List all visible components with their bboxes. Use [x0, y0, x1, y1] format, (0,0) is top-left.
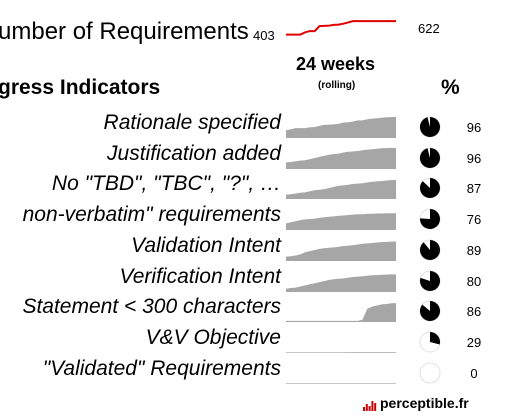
weeks-title: 24 weeks	[296, 54, 376, 74]
sparkline-area	[286, 273, 396, 292]
progress-pie	[419, 270, 441, 291]
indicator-sparkline	[286, 273, 396, 292]
sparkline-area	[286, 382, 396, 384]
indicator-value: 76	[466, 212, 482, 228]
pie-slice	[430, 331, 441, 345]
indicator-label: "Validated" Requirements	[42, 356, 281, 380]
brand-name: perceptible.fr	[380, 395, 469, 411]
indicator-value: 89	[466, 242, 482, 258]
indicator-value: 80	[466, 273, 482, 289]
indicator-label: No "TBD", "TBC", "?", …	[51, 172, 281, 196]
bar-chart-icon-bar	[371, 401, 374, 411]
start-count: 403	[253, 28, 275, 43]
indicator-label: Statement < 300 characters	[22, 295, 281, 319]
bar-chart-icon-bar	[374, 403, 377, 411]
indicator-value: 0	[470, 365, 478, 381]
indicator-sparkline	[286, 116, 396, 138]
progress-pie	[419, 116, 441, 138]
page-title: umber of Requirements	[0, 18, 249, 45]
trend-sparkline	[286, 20, 396, 36]
bar-chart-icon-bar	[368, 406, 371, 411]
bar-chart-icon-bar	[363, 407, 365, 411]
brand[interactable]: perceptible.fr	[363, 395, 469, 411]
percent-header: %	[441, 76, 460, 99]
indicator-sparkline	[286, 180, 396, 200]
pie-background	[419, 362, 441, 384]
progress-pie	[419, 300, 441, 322]
progress-pie	[419, 147, 441, 169]
indicator-label: Verification Intent	[119, 264, 281, 288]
bar-chart-icon-bar	[365, 404, 368, 411]
pie-slice	[419, 147, 440, 168]
pie-slice	[419, 178, 440, 199]
sparkline-area	[286, 147, 396, 169]
indicator-value: 29	[466, 334, 482, 350]
sparkline-area	[286, 116, 396, 138]
sparkline-area	[286, 352, 396, 353]
indicator-value: 87	[466, 181, 482, 197]
sparkline-area	[286, 303, 396, 323]
indicator-sparkline	[286, 213, 396, 231]
indicator-sparkline	[286, 147, 396, 169]
weeks-subtitle: (rolling)	[318, 80, 356, 91]
indicator-sparkline	[286, 382, 396, 384]
section-title: gress Indicators	[0, 76, 161, 99]
pie-slice	[419, 239, 440, 260]
pie-slice	[419, 301, 440, 322]
indicator-label: Rationale specified	[103, 111, 281, 134]
progress-pie	[419, 208, 441, 230]
pie-slice	[420, 209, 441, 230]
indicator-label: Validation Intent	[131, 233, 281, 257]
indicator-label: V&V Objective	[145, 325, 281, 349]
indicator-sparkline	[286, 352, 396, 353]
trend-line	[286, 20, 396, 36]
indicator-sparkline	[286, 303, 396, 323]
indicator-sparkline	[286, 241, 396, 261]
end-count: 622	[418, 21, 440, 36]
pie-slice	[420, 270, 441, 291]
indicator-label: non-verbatim" requirements	[22, 203, 281, 227]
progress-pie	[419, 239, 441, 261]
bar-chart-icon	[363, 401, 377, 411]
indicator-value: 96	[466, 120, 482, 135]
pie-slice	[419, 117, 440, 137]
indicator-label: Justification added	[107, 141, 281, 165]
sparkline-area	[286, 180, 396, 200]
indicator-value: 96	[466, 150, 482, 166]
progress-pie	[419, 177, 441, 199]
sparkline-area	[286, 241, 396, 261]
indicator-value: 86	[466, 304, 482, 320]
sparkline-area	[286, 213, 396, 231]
progress-pie	[419, 362, 441, 384]
progress-pie	[419, 331, 441, 353]
